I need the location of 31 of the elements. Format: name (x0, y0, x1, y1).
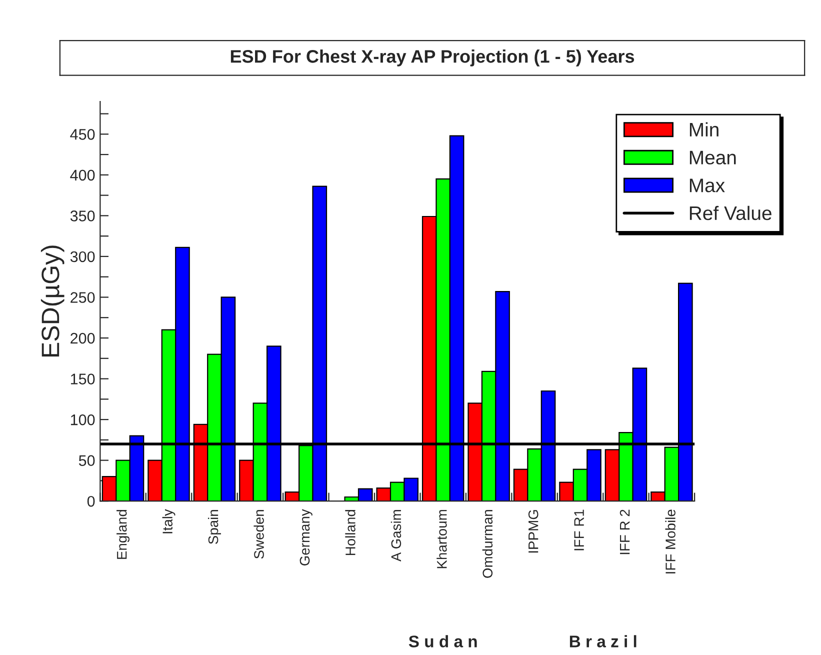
legend-label: Mean (690, 150, 736, 164)
y-tick-label: 250 (70, 292, 95, 303)
y-tick-label: 450 (70, 129, 95, 140)
text: S u d a n (408, 635, 477, 648)
text: B r a z i l (570, 635, 636, 648)
x-tick-label: IFF R 2 (620, 510, 630, 554)
chart-title: ESD For Chest X-ray AP Projection (1 - 5) Years (230, 50, 634, 66)
x-tick-label: Italy (162, 509, 176, 534)
y-axis-title: ESD(µGy) (40, 246, 64, 356)
x-tick-label: A Gasim (390, 510, 402, 562)
y-tick-label: 50 (78, 455, 95, 466)
y-tick-label: 150 (70, 374, 95, 384)
x-tick-label: IPPMG (528, 510, 538, 553)
legend-label: Ref Value (690, 206, 772, 220)
x-tick-label: Omdurman (482, 510, 493, 578)
x-tick-label: IFF R1 (574, 510, 584, 550)
y-tick-label: 400 (70, 170, 95, 181)
y-tick-label: 0 (87, 496, 95, 507)
x-tick-label: Sweden (254, 510, 264, 559)
legend-label: Min (690, 122, 718, 136)
y-tick-label: 200 (70, 332, 95, 344)
y-tick-label: 300 (70, 251, 95, 262)
y-tick-label: 100 (70, 414, 95, 426)
x-tick-label: England (116, 510, 130, 559)
y-tick-label: 350 (70, 210, 95, 222)
x-tick-label: Khartoum (436, 510, 447, 568)
x-tick-label: IFF Mobile (665, 510, 676, 574)
legend-label: Max (690, 178, 725, 192)
x-tick-label: Spain (208, 510, 221, 544)
x-tick-label: Germany (300, 509, 312, 566)
x-tick-label: Holland (345, 510, 356, 556)
